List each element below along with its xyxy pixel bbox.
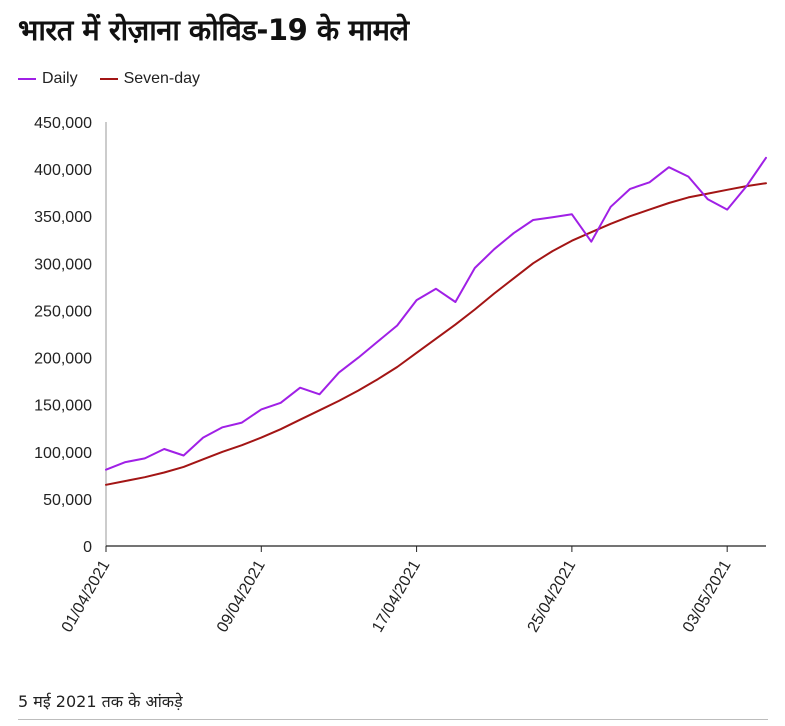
x-tick-label: 03/05/2021 — [680, 557, 735, 635]
y-tick-label: 450,000 — [34, 115, 92, 132]
legend-item-seven-day: Seven-day — [99, 70, 201, 88]
chart-legend: Daily Seven-day — [18, 70, 222, 88]
y-tick-label: 150,000 — [34, 398, 92, 415]
footnote: 5 मई 2021 तक के आंकड़े — [18, 692, 183, 711]
x-tick-label: 09/04/2021 — [214, 557, 269, 635]
y-tick-label: 350,000 — [34, 209, 92, 226]
series-line-seven-day — [105, 182, 767, 486]
y-tick-label: 250,000 — [34, 303, 92, 320]
y-tick-label: 400,000 — [34, 162, 92, 179]
chart-title: भारत में रोज़ाना कोविड-19 के मामले — [18, 13, 409, 47]
legend-swatch-daily — [18, 78, 36, 80]
y-tick-label: 200,000 — [34, 351, 92, 368]
y-tick-label: 0 — [83, 539, 92, 556]
legend-label-daily: Daily — [42, 70, 78, 87]
legend-swatch-seven-day — [99, 78, 118, 80]
legend-label-seven-day: Seven-day — [123, 70, 201, 87]
x-tick-label: 25/04/2021 — [525, 557, 580, 635]
series-line-daily — [105, 156, 767, 471]
y-tick-label: 300,000 — [34, 256, 92, 273]
x-tick-label: 01/04/2021 — [59, 557, 114, 635]
footer-divider — [18, 719, 768, 720]
y-tick-label: 100,000 — [34, 445, 92, 462]
legend-item-daily: Daily — [18, 70, 78, 88]
x-tick-label: 17/04/2021 — [369, 557, 424, 635]
y-tick-label: 50,000 — [43, 492, 92, 509]
